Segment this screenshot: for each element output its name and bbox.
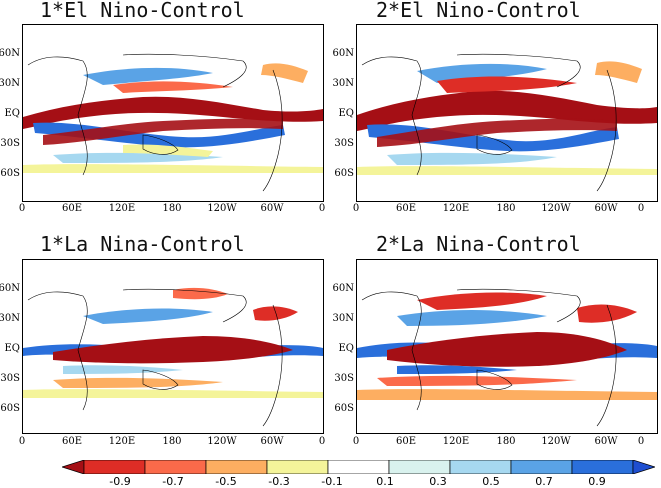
map-panel-1: [22, 24, 324, 202]
colorbar-segment: [510, 460, 573, 474]
lon-label: 0: [637, 436, 645, 447]
lon-label: 120W: [207, 203, 237, 214]
colorbar-segment: [144, 460, 207, 474]
lon-label: 120W: [541, 436, 571, 447]
lon-label: 60W: [260, 436, 284, 447]
panel-title: 1*La Nina-Control: [40, 232, 245, 256]
panel-title: 2*La Nina-Control: [376, 232, 581, 256]
lon-label: 120E: [108, 436, 136, 447]
lat-label: 60N: [332, 48, 354, 59]
lon-label: 0: [18, 436, 26, 447]
lon-label: 0: [352, 203, 360, 214]
lon-label: 180: [496, 436, 516, 447]
lon-label: 0: [318, 203, 326, 214]
lon-label: 120E: [442, 436, 470, 447]
lat-label: 30N: [0, 78, 20, 89]
lat-label: 30N: [332, 78, 354, 89]
colorbar-segment: [632, 460, 655, 474]
map-canvas: [357, 288, 657, 427]
lon-label: 60E: [395, 436, 417, 447]
map-canvas: [23, 53, 323, 192]
colorbar-label: 0.1: [376, 475, 394, 488]
lat-label: EQ: [4, 108, 21, 119]
lon-label: 60W: [260, 203, 284, 214]
lat-label: 60N: [0, 48, 20, 59]
lat-label: 60S: [334, 403, 354, 414]
lon-label: 0: [318, 436, 326, 447]
colorbar-segment: [327, 460, 390, 474]
lon-label: 60E: [61, 203, 83, 214]
lon-label: 180: [162, 436, 182, 447]
lat-label: EQ: [338, 343, 355, 354]
lon-label: 120E: [108, 203, 136, 214]
lon-label: 180: [162, 203, 182, 214]
lon-label: 60E: [61, 436, 83, 447]
map-canvas: [23, 287, 323, 427]
colorbar-label: 0.7: [535, 475, 553, 488]
lat-label: 60N: [332, 283, 354, 294]
lon-label: 120W: [207, 436, 237, 447]
lon-label: 180: [496, 203, 516, 214]
lon-label: 0: [352, 436, 360, 447]
lat-label: 60S: [0, 168, 20, 179]
lon-label: 60W: [594, 203, 618, 214]
map-panel-2: [356, 24, 658, 202]
lat-label: EQ: [338, 108, 355, 119]
panel-title: 2*El Nino-Control: [376, 0, 581, 22]
colorbar-segment: [83, 460, 146, 474]
colorbar-segment: [388, 460, 451, 474]
lat-label: EQ: [4, 343, 21, 354]
colorbar-label: 0.3: [429, 475, 447, 488]
colorbar-label: -0.1: [321, 475, 343, 488]
colorbar-label: -0.3: [268, 475, 290, 488]
colorbar: [62, 460, 655, 474]
lat-label: 30N: [332, 313, 354, 324]
colorbar-segment: [62, 460, 85, 474]
lon-label: 120E: [442, 203, 470, 214]
lat-label: 60S: [334, 168, 354, 179]
colorbar-label: 0.9: [588, 475, 606, 488]
lat-label: 30S: [334, 138, 354, 149]
colorbar-segment: [205, 460, 268, 474]
lon-label: 60E: [395, 203, 417, 214]
colorbar-label: 0.5: [482, 475, 500, 488]
colorbar-label: -0.5: [215, 475, 237, 488]
map-canvas: [357, 53, 657, 192]
lon-label: 0: [18, 203, 26, 214]
colorbar-segment: [571, 460, 634, 474]
lon-label: 60W: [594, 436, 618, 447]
map-panel-4: [356, 259, 658, 434]
lat-label: 30S: [0, 373, 20, 384]
panel-title: 1*El Nino-Control: [40, 0, 245, 22]
lon-label: 0: [637, 203, 645, 214]
map-panel-3: [22, 259, 324, 434]
lat-label: 30S: [334, 373, 354, 384]
colorbar-segment: [449, 460, 512, 474]
lon-label: 120W: [541, 203, 571, 214]
lat-label: 30N: [0, 313, 20, 324]
lat-label: 60S: [0, 403, 20, 414]
lat-label: 60N: [0, 283, 20, 294]
colorbar-label: -0.7: [162, 475, 184, 488]
colorbar-segment: [266, 460, 329, 474]
colorbar-label: -0.9: [109, 475, 131, 488]
lat-label: 30S: [0, 138, 20, 149]
